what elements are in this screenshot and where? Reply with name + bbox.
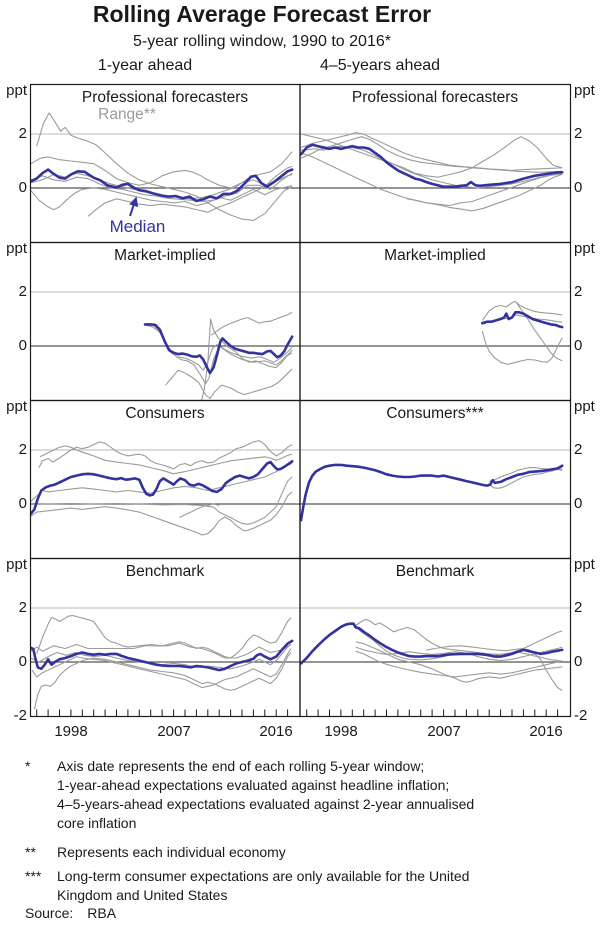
source-value: RBA bbox=[87, 905, 117, 921]
x-tick-2016-right: 2016 bbox=[529, 723, 563, 740]
range-series-label: Range** bbox=[98, 106, 156, 123]
panel-title-benchmark: Benchmark bbox=[395, 563, 475, 580]
median-series-group bbox=[30, 168, 294, 203]
x-tick-2016-left: 2016 bbox=[259, 723, 293, 740]
y-tick-0-right: 0 bbox=[574, 653, 583, 670]
range-series-group bbox=[481, 300, 563, 365]
column-header-1-year-ahead: 1-year ahead bbox=[97, 57, 193, 74]
median-series-group bbox=[30, 639, 294, 672]
y-tick-2-right: 2 bbox=[574, 125, 583, 142]
median-series-group bbox=[300, 143, 564, 188]
y-tick-0-left: 0 bbox=[18, 179, 27, 196]
panel-border bbox=[29, 241, 301, 402]
y-axis-unit-left: ppt bbox=[6, 82, 27, 99]
footnote-3: *** Long-term consumer expectations are … bbox=[25, 867, 570, 905]
median-series-group bbox=[300, 622, 564, 665]
source-line: Source: RBA bbox=[25, 905, 116, 921]
y-tick-2-right: 2 bbox=[574, 441, 583, 458]
y-tick-neg2-left: -2 bbox=[13, 707, 27, 724]
y-tick-0-left: 0 bbox=[18, 337, 27, 354]
footnote-2-text: Represents each individual economy bbox=[57, 844, 286, 860]
y-tick-neg2-right: -2 bbox=[574, 707, 588, 724]
footnote-2-marker: ** bbox=[25, 844, 36, 860]
median-series-group bbox=[300, 463, 564, 522]
x-tick-2007-left: 2007 bbox=[157, 723, 191, 740]
panel-border bbox=[299, 399, 572, 560]
y-axis-unit-left: ppt bbox=[6, 398, 27, 415]
panel-border bbox=[299, 83, 572, 244]
panel-title-benchmark: Benchmark bbox=[125, 563, 205, 580]
footnote-3-text: Long-term consumer expectations are only… bbox=[57, 868, 470, 903]
range-series-group bbox=[300, 132, 563, 212]
chart-subtitle: 5-year rolling window, 1990 to 2016* bbox=[133, 33, 391, 50]
median-series-group bbox=[143, 323, 294, 375]
column-header-4-5-years-ahead: 4–5-years ahead bbox=[319, 57, 441, 74]
range-series-group bbox=[30, 440, 293, 536]
footnote-3-marker: *** bbox=[25, 868, 42, 884]
y-tick-2-left: 2 bbox=[18, 283, 27, 300]
page-title: Rolling Average Forecast Error bbox=[92, 1, 432, 27]
median-series-group bbox=[480, 310, 564, 329]
y-axis-unit-right: ppt bbox=[574, 398, 595, 415]
x-tick-1998-right: 1998 bbox=[324, 723, 358, 740]
panel-title-professional-forecasters: Professional forecasters bbox=[351, 89, 519, 106]
y-tick-2-right: 2 bbox=[574, 283, 583, 300]
panel-title-market-implied: Market-implied bbox=[384, 247, 486, 264]
y-tick-2-left: 2 bbox=[18, 599, 27, 616]
panel-title-market-implied: Market-implied bbox=[114, 247, 216, 264]
range-series-group bbox=[30, 112, 293, 221]
panel-title-professional-forecasters: Professional forecasters bbox=[81, 89, 249, 106]
median-series-group bbox=[30, 459, 294, 515]
y-tick-0-right: 0 bbox=[574, 179, 583, 196]
y-tick-2-right: 2 bbox=[574, 599, 583, 616]
panel-title-consumers: Consumers bbox=[125, 405, 205, 422]
panel-title-consumers: Consumers*** bbox=[386, 405, 484, 422]
median-arrow-icon bbox=[129, 196, 139, 217]
y-tick-2-left: 2 bbox=[18, 125, 27, 142]
source-label: Source: bbox=[25, 905, 74, 921]
median-series-label: Median bbox=[109, 217, 166, 236]
y-axis-unit-right: ppt bbox=[574, 240, 595, 257]
y-axis-unit-left: ppt bbox=[6, 556, 27, 573]
footnote-2: ** Represents each individual economy bbox=[25, 843, 570, 862]
x-tick-1998-left: 1998 bbox=[54, 723, 88, 740]
range-series-group bbox=[144, 311, 293, 400]
footnote-1: * Axis date represents the end of each r… bbox=[25, 757, 570, 833]
range-series-group bbox=[30, 615, 292, 710]
y-tick-0-right: 0 bbox=[574, 495, 583, 512]
footnote-1-text: Axis date represents the end of each rol… bbox=[57, 758, 475, 831]
y-axis-unit-right: ppt bbox=[574, 82, 595, 99]
y-tick-0-right: 0 bbox=[574, 337, 583, 354]
footnote-1-marker: * bbox=[25, 758, 31, 774]
y-axis-unit-left: ppt bbox=[6, 240, 27, 257]
x-tick-2007-right: 2007 bbox=[427, 723, 461, 740]
y-tick-2-left: 2 bbox=[18, 441, 27, 458]
y-tick-0-left: 0 bbox=[18, 495, 27, 512]
panel-border bbox=[299, 557, 572, 718]
y-tick-0-left: 0 bbox=[18, 653, 27, 670]
y-axis-unit-right: ppt bbox=[574, 556, 595, 573]
